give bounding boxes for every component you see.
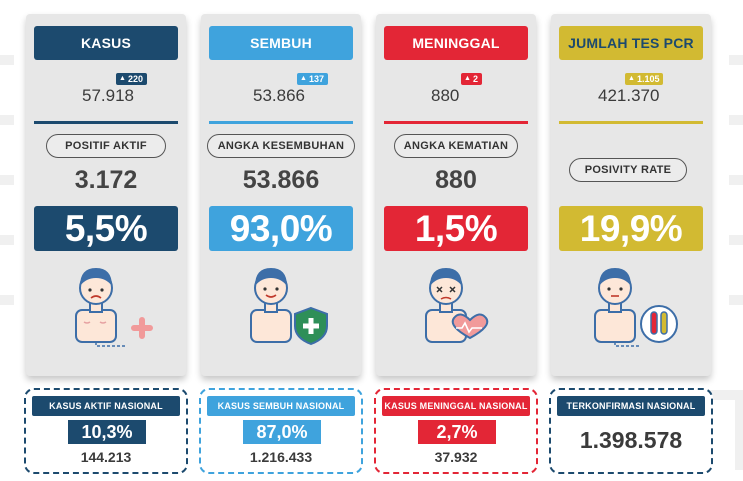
metric-value: 880 xyxy=(435,166,477,194)
metric-label: ANGKA KESEMBUHAN xyxy=(207,134,355,158)
total-tests: 421.370 xyxy=(598,86,660,105)
delta-badge: ▲ 220 xyxy=(116,73,147,85)
percent-box: 1,5% xyxy=(384,206,528,251)
up-arrow-icon: ▲ xyxy=(628,75,635,82)
national-label: KASUS SEMBUH NASIONAL xyxy=(207,396,355,416)
national-percent: 2,7% xyxy=(418,420,496,444)
national-value: 1.216.433 xyxy=(249,449,313,465)
divider xyxy=(559,121,703,124)
metric-value: 3.172 xyxy=(74,166,138,194)
percent-box: 93,0% xyxy=(209,206,353,251)
national-value: 37.932 xyxy=(434,449,478,465)
percent-box: 5,5% xyxy=(34,206,178,251)
metric-label: POSITIF AKTIF xyxy=(46,134,166,158)
up-arrow-icon: ▲ xyxy=(464,75,471,82)
card-header-meninggal: MENINGGAL xyxy=(384,26,528,60)
national-label: KASUS MENINGGAL NASIONAL xyxy=(382,396,530,416)
card-meninggal: MENINGGAL ▲ 2 880 ANGKA KEMATIAN 880 1,5% xyxy=(376,14,536,376)
national-deaths-box: KASUS MENINGGAL NASIONAL 2,7% 37.932 xyxy=(374,388,538,474)
national-label: KASUS AKTIF NASIONAL xyxy=(32,396,180,416)
card-pcr: JUMLAH TES PCR ▲ 1.105 421.370 POSIVITY R… xyxy=(551,14,711,376)
national-active-box: KASUS AKTIF NASIONAL 10,3% 144.213 xyxy=(24,388,188,474)
national-value: 1.398.578 xyxy=(579,427,683,453)
divider xyxy=(34,121,178,124)
national-percent: 10,3% xyxy=(68,420,146,444)
card-header-kasus: KASUS xyxy=(34,26,178,60)
delta-badge: ▲ 2 xyxy=(461,73,482,85)
sick-person-icon xyxy=(75,268,153,347)
person-test-tube-icon xyxy=(594,268,678,347)
divider xyxy=(209,121,353,124)
delta-badge: ▲ 1.105 xyxy=(625,73,664,85)
divider xyxy=(384,121,528,124)
metric-label: POSIVITY RATE xyxy=(569,158,687,182)
card-header-sembuh: SEMBUH xyxy=(209,26,353,60)
national-recovered-box: KASUS SEMBUH NASIONAL 87,0% 1.216.433 xyxy=(199,388,363,474)
national-confirmed-box: TERKONFIRMASI NASIONAL 1.398.578 xyxy=(549,388,713,474)
healthy-person-shield-icon xyxy=(250,268,328,346)
up-arrow-icon: ▲ xyxy=(119,75,126,82)
percent-box: 19,9% xyxy=(559,206,703,251)
national-value: 144.213 xyxy=(80,449,132,465)
delta-badge: ▲ 137 xyxy=(297,73,328,85)
deceased-person-heart-icon xyxy=(425,268,489,343)
total-recovered: 53.866 xyxy=(253,86,305,105)
total-cases: 57.918 xyxy=(82,86,134,105)
national-label: TERKONFIRMASI NASIONAL xyxy=(557,396,705,416)
national-percent: 87,0% xyxy=(243,420,321,444)
card-sembuh: SEMBUH ▲ 137 53.866 ANGKA KESEMBUHAN 53.8… xyxy=(201,14,361,376)
metric-label: ANGKA KEMATIAN xyxy=(394,134,518,158)
metric-value: 53.866 xyxy=(242,166,320,194)
total-deaths: 880 xyxy=(431,86,460,105)
up-arrow-icon: ▲ xyxy=(300,75,307,82)
card-header-pcr: JUMLAH TES PCR xyxy=(559,26,703,60)
card-kasus: KASUS ▲ 220 57.918 POSITIF AKTIF 3.172 5,… xyxy=(26,14,186,376)
